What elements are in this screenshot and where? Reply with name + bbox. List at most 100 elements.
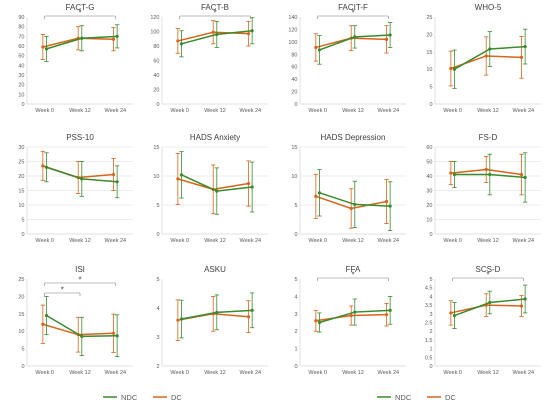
legend: NDC DC xyxy=(103,393,182,402)
data-point xyxy=(488,300,492,305)
y-tick-label: 0 xyxy=(429,364,432,370)
y-tick-label: 1 xyxy=(294,347,297,353)
y-tick-label: 0 xyxy=(294,364,297,370)
data-point xyxy=(484,167,488,172)
chart-fact-g: FACT-G 0 10 20 30 40 50 60 70 80 90 Week 0 Week 12 We… xyxy=(18,3,133,114)
data-point xyxy=(179,42,184,46)
y-tick-label: 120 xyxy=(150,15,159,21)
data-point xyxy=(80,177,84,181)
series-dc xyxy=(40,26,116,60)
data-point xyxy=(317,320,322,325)
data-point xyxy=(519,304,524,308)
significance-bracket: * xyxy=(44,276,116,286)
data-point xyxy=(349,313,353,318)
x-tick-label: Week 12 xyxy=(69,370,91,376)
y-tick-label: 10 xyxy=(153,174,159,180)
data-point xyxy=(449,311,453,315)
series-dc xyxy=(448,153,524,196)
y-tick-label: 10 xyxy=(18,92,24,98)
x-tick-label: Week 0 xyxy=(170,370,189,376)
legend: NDC DC xyxy=(377,393,456,402)
y-tick-label: 20 xyxy=(18,174,24,180)
y-tick-label: 0 xyxy=(21,102,24,108)
chart-ffa: FFA 0 1 2 3 4 5 Week 0 Week 12 Week 24 * xyxy=(294,265,406,376)
x-tick-label: Week 24 xyxy=(378,370,400,376)
y-tick-label: 20 xyxy=(18,83,24,89)
y-tick-label: 80 xyxy=(153,44,159,50)
x-tick-label: Week 12 xyxy=(477,108,499,114)
significance-bracket: * xyxy=(317,271,389,281)
y-tick-label: 0 xyxy=(429,232,432,238)
significance-star: * xyxy=(78,9,81,18)
x-tick-label: Week 24 xyxy=(105,108,127,114)
x-tick-label: Week 0 xyxy=(308,370,327,376)
y-tick-label: 5 xyxy=(156,277,159,283)
series-dc xyxy=(313,302,389,332)
y-tick-label: 0 xyxy=(429,102,432,108)
y-tick-label: 3 xyxy=(429,312,432,318)
x-tick-label: Week 0 xyxy=(443,238,462,244)
data-point xyxy=(211,30,215,34)
data-point xyxy=(80,334,84,339)
x-tick-label: Week 0 xyxy=(170,108,189,114)
x-tick-label: Week 24 xyxy=(240,370,262,376)
data-point xyxy=(388,33,392,37)
y-tick-label: 15 xyxy=(18,189,24,195)
y-tick-label: 15 xyxy=(153,145,159,151)
y-tick-label: 3 xyxy=(294,312,297,318)
y-tick-label: 10 xyxy=(18,203,24,209)
x-tick-label: Week 0 xyxy=(308,108,327,114)
significance-star: * xyxy=(351,9,354,18)
data-point xyxy=(115,180,119,184)
data-point xyxy=(452,67,457,71)
x-tick-label: Week 24 xyxy=(513,238,535,244)
data-point xyxy=(523,175,527,180)
data-point xyxy=(314,194,318,198)
series-ndc xyxy=(179,292,255,339)
chart-title: HADS Anxiety xyxy=(190,133,240,142)
chart-who-5: WHO-5 0 5 10 15 20 25 Week 0 Week 12 Week 24 xyxy=(426,3,541,114)
chart-isi: ISI 0 5 10 15 20 25 Week 0 Week 12 Week 24 * * xyxy=(18,265,133,376)
data-point xyxy=(353,202,357,207)
x-tick-label: Week 0 xyxy=(35,108,54,114)
x-tick-label: Week 24 xyxy=(513,370,535,376)
y-tick-label: 20 xyxy=(426,203,432,209)
x-tick-label: Week 24 xyxy=(513,108,535,114)
y-tick-label: 40 xyxy=(426,174,432,180)
data-point xyxy=(215,189,219,193)
data-point xyxy=(353,310,357,314)
y-tick-label: 3.5 xyxy=(425,303,433,309)
y-tick-label: 10 xyxy=(18,329,24,335)
data-point xyxy=(41,164,45,168)
data-point xyxy=(452,172,457,177)
series-ndc xyxy=(452,152,528,203)
data-point xyxy=(44,47,49,51)
y-tick-label: 10 xyxy=(291,174,297,180)
chart-asku: ASKU 2 3 4 5 Week 0 Week 12 Week 24 xyxy=(156,265,268,376)
y-tick-label: 5 xyxy=(21,218,24,224)
y-tick-label: 10 xyxy=(426,67,432,73)
y-tick-label: 30 xyxy=(18,145,24,151)
data-point xyxy=(246,32,251,36)
y-tick-label: 100 xyxy=(288,40,297,46)
data-point xyxy=(250,29,254,33)
data-point xyxy=(452,313,457,318)
y-tick-label: 0 xyxy=(21,232,24,238)
data-point xyxy=(349,206,353,211)
x-tick-label: Week 24 xyxy=(378,108,400,114)
y-tick-label: 50 xyxy=(18,54,24,60)
data-point xyxy=(314,45,318,50)
series-ndc xyxy=(317,169,393,231)
series-dc xyxy=(40,304,116,353)
data-point xyxy=(179,317,184,321)
x-tick-label: Week 0 xyxy=(308,238,327,244)
chart-title: ISI xyxy=(75,265,85,274)
x-tick-label: Week 0 xyxy=(443,108,462,114)
series-dc xyxy=(313,25,389,62)
y-tick-label: 0 xyxy=(294,232,297,238)
data-point xyxy=(215,310,219,314)
y-tick-label: 4.5 xyxy=(425,286,433,292)
legend-label: DC xyxy=(445,393,456,402)
y-tick-label: 40 xyxy=(18,63,24,69)
